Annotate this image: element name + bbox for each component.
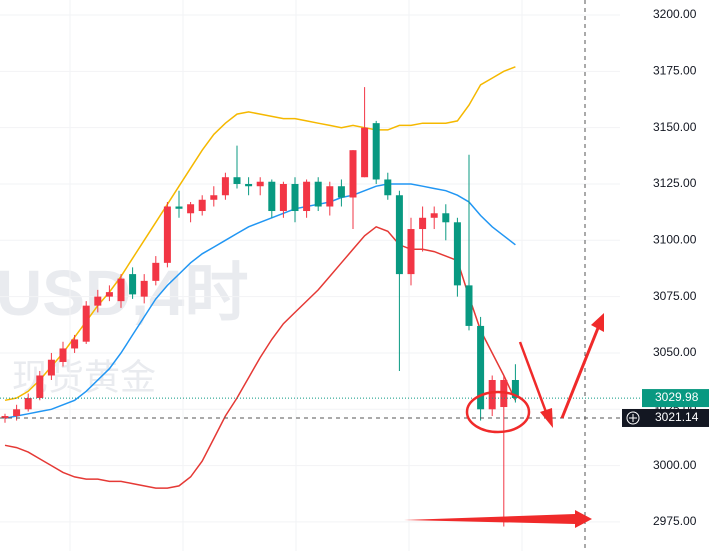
crosshair-price-box (622, 408, 709, 427)
crosshair-plus-icon (629, 413, 637, 422)
candle-body (221, 177, 229, 196)
y-tick-label: 3000.00 (653, 458, 697, 472)
y-tick-label: 3125.00 (653, 176, 697, 190)
candle-body (419, 217, 427, 230)
y-tick-label: 3175.00 (653, 64, 697, 78)
y-tick-label: 3050.00 (653, 345, 697, 359)
candle-body (245, 183, 253, 187)
candle-body (13, 409, 21, 417)
candle-body (337, 186, 345, 198)
last-price-label: 3029.98 (655, 390, 699, 404)
candle-body (279, 183, 287, 212)
candle-body (303, 181, 311, 212)
y-tick-label: 3200.00 (653, 7, 697, 21)
candle-body (477, 325, 485, 410)
annotation-arrow (404, 510, 592, 528)
candle-body (1, 416, 9, 419)
last-price-box (642, 389, 709, 408)
crosshair-plus-icon (626, 411, 640, 425)
candle-body (129, 274, 137, 295)
candle-body (198, 199, 206, 212)
candle-body (465, 285, 473, 326)
y-tick-label: 2975.00 (653, 514, 697, 528)
candle-body (384, 179, 392, 196)
candle-body (268, 181, 276, 212)
band-line (4, 66, 516, 402)
band-line (4, 183, 516, 420)
candle-body (395, 195, 403, 275)
annotation-arrowhead (591, 313, 604, 332)
candle-body (442, 213, 450, 223)
candle-body (314, 181, 322, 207)
candle-body (430, 213, 438, 218)
candle-body (326, 186, 334, 207)
candle-body (372, 123, 380, 180)
annotation-ellipse (465, 390, 531, 434)
candle-body (36, 375, 44, 399)
candle-body (256, 181, 264, 187)
candle-body (187, 204, 195, 214)
y-tick-label: 3100.00 (653, 232, 697, 246)
y-tick-label: 3150.00 (653, 120, 697, 134)
candle-body (453, 222, 461, 286)
candle-body (117, 278, 125, 302)
candle-body (24, 398, 32, 410)
watermark-sub: 现货黄金 (12, 357, 156, 398)
candle-body (47, 359, 55, 376)
candle-body (94, 296, 102, 306)
candle-body (140, 280, 148, 297)
candle-body (82, 305, 90, 342)
candle-body (59, 348, 67, 362)
candle-body (175, 206, 183, 209)
candle-body (361, 127, 369, 178)
candle-body (71, 339, 79, 349)
candle-body (105, 292, 113, 297)
candle-body (163, 206, 171, 263)
candle-body (152, 262, 160, 281)
candle-body (488, 379, 496, 410)
annotation-arrow (560, 327, 600, 419)
candle-body (210, 195, 218, 200)
y-tick-label: 3075.00 (653, 289, 697, 303)
candle-body (291, 183, 299, 212)
candle-body (349, 150, 357, 198)
band-line (4, 225, 517, 489)
candle-body (407, 229, 415, 275)
annotation-arrow (518, 341, 548, 413)
candle-body (233, 177, 241, 184)
annotation-arrowhead (540, 408, 553, 428)
crosshair-price-label: 3021.14 (655, 410, 699, 424)
candle-body (511, 379, 519, 399)
